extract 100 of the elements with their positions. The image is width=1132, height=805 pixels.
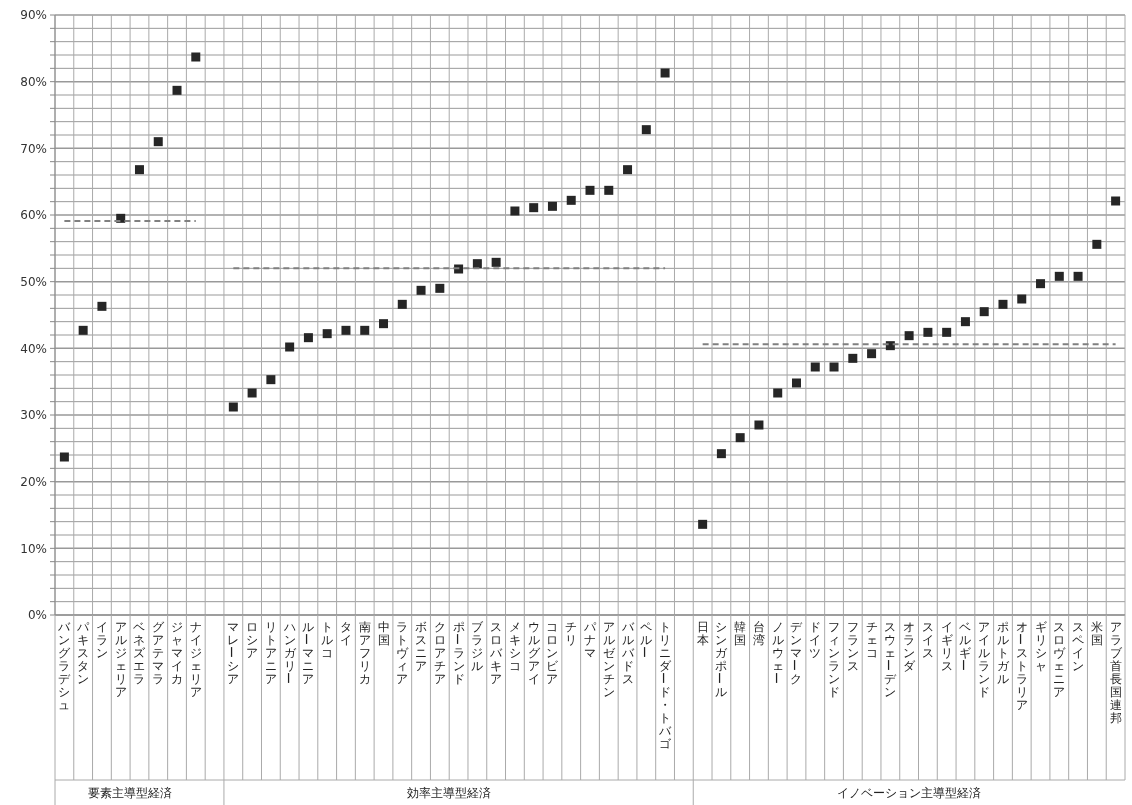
x-tick-label: ルーマニア [299, 620, 315, 686]
point [716, 449, 726, 459]
point [491, 257, 501, 267]
point [1036, 279, 1046, 289]
y-tick-label: 60% [20, 208, 47, 223]
point [1111, 196, 1121, 206]
text: 要素主導型経済 [88, 786, 173, 800]
point [379, 319, 389, 329]
x-tick-label: スウェーデン [881, 620, 898, 699]
x-tick-label: ラトヴィア [396, 620, 410, 686]
x-tick-label: オーストラリア [1012, 620, 1028, 712]
y-tick-label: 0% [27, 608, 47, 623]
point [285, 342, 295, 352]
point [791, 378, 801, 388]
point [960, 317, 970, 327]
x-tick-label: 台湾 [752, 620, 765, 647]
x-tick-label: ベルギー [956, 620, 972, 671]
point [134, 165, 144, 175]
x-tick-label: ノルウェー [768, 620, 784, 684]
point [698, 519, 708, 529]
point [266, 375, 276, 385]
point [773, 388, 783, 398]
x-tick-label: アラブ首長国連邦 [1109, 620, 1123, 725]
point [247, 388, 257, 398]
x-tick-label: スロヴェニア [1053, 620, 1067, 699]
x-tick-label: イギリス [940, 620, 953, 673]
point [78, 325, 88, 335]
point [1054, 271, 1064, 281]
x-tick-label: シンガポール [712, 620, 729, 699]
x-tick-label: デンマーク [787, 620, 804, 686]
point [810, 362, 820, 372]
y-tick-label: 50% [20, 274, 47, 289]
point [228, 402, 238, 412]
y-tick-label: 40% [20, 341, 47, 356]
point [97, 301, 107, 311]
x-tick-label: ギリシャ [1034, 620, 1047, 673]
text: イノベーション主導型経済 [837, 786, 982, 800]
x-tick-label: スロバキア [489, 620, 504, 686]
point [585, 185, 595, 195]
point [660, 68, 670, 78]
x-tick-label: 中国 [377, 620, 390, 647]
x-tick-label: ウルグアイ [527, 620, 541, 686]
x-tick-label: バングラデシュ [57, 620, 72, 712]
x-tick-label: ハンガリー [280, 620, 297, 684]
point [322, 329, 332, 339]
point [735, 433, 745, 443]
x-tick-label: マレーシア [224, 620, 240, 686]
x-tick-label: チェコ [865, 620, 878, 660]
point [623, 165, 633, 175]
point [472, 259, 482, 269]
point [510, 206, 520, 216]
point [1073, 271, 1083, 281]
x-tick-label: グアテマラ [152, 620, 166, 686]
point [341, 325, 351, 335]
x-tick-label: ドイツ [809, 620, 822, 660]
x-tick-label: イラン [95, 620, 108, 660]
point [979, 307, 989, 317]
x-tick-label: タイ [339, 620, 352, 647]
point [59, 452, 69, 462]
x-tick-label: アルジェリア [114, 620, 127, 699]
x-tick-label: チリ [565, 620, 578, 647]
point [604, 185, 614, 195]
x-tick-label: ポーランド [449, 620, 465, 686]
category-label: トリニダード・トバゴ [656, 620, 672, 751]
point [547, 201, 557, 211]
point [529, 203, 539, 213]
point [303, 333, 313, 343]
point [1092, 239, 1102, 249]
x-tick-label: ブラジル [471, 620, 485, 673]
point [153, 137, 163, 147]
x-tick-label: フランス [846, 620, 859, 673]
x-tick-label: オランダ [903, 620, 917, 673]
point [1017, 294, 1027, 304]
point [566, 195, 576, 205]
point [416, 285, 426, 295]
x-tick-label: スイス [921, 620, 934, 660]
point [435, 283, 445, 293]
x-tick-label: パナマ [583, 620, 597, 660]
y-tick-label: 10% [20, 541, 47, 556]
point [942, 327, 952, 337]
point [754, 420, 764, 430]
y-tick-label: 80% [20, 74, 47, 89]
x-tick-label: フィンランド [828, 620, 841, 699]
x-tick-label: クロアチア [433, 620, 446, 686]
point [923, 327, 933, 337]
x-tick-label: ジャマイカ [171, 620, 184, 686]
point [641, 125, 651, 135]
y-tick-label: 30% [20, 408, 47, 423]
text: 効率主導型経済 [407, 786, 492, 800]
y-tick-label: 20% [20, 474, 47, 489]
point [191, 52, 201, 62]
x-tick-label: アイルランド [978, 620, 991, 699]
point [829, 362, 839, 372]
y-tick-label: 90% [20, 8, 47, 23]
x-tick-label: メキシコ [508, 620, 521, 673]
x-tick-label: 日本 [696, 620, 709, 647]
point [848, 353, 858, 363]
x-tick-label: ペルー [637, 620, 653, 658]
point [867, 349, 877, 359]
x-tick-label: ナイジェリア [189, 620, 202, 699]
